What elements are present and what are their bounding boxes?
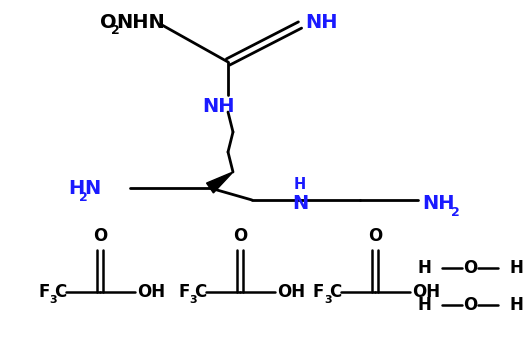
- Text: C: C: [329, 283, 341, 301]
- Text: 3: 3: [49, 295, 57, 305]
- Text: F: F: [178, 283, 189, 301]
- Text: C: C: [194, 283, 206, 301]
- Text: 3: 3: [324, 295, 332, 305]
- Text: H: H: [417, 296, 431, 314]
- Text: H: H: [509, 296, 523, 314]
- Text: H: H: [68, 179, 84, 198]
- Text: O: O: [93, 227, 107, 245]
- Text: H: H: [417, 259, 431, 277]
- Text: 3: 3: [189, 295, 197, 305]
- Text: F: F: [38, 283, 49, 301]
- Text: H: H: [509, 259, 523, 277]
- Text: NH: NH: [305, 13, 338, 32]
- Text: O: O: [233, 227, 247, 245]
- Text: N: N: [292, 194, 308, 212]
- Polygon shape: [207, 172, 233, 193]
- Text: O: O: [100, 13, 117, 32]
- Text: 2: 2: [79, 190, 88, 203]
- Text: F: F: [313, 283, 324, 301]
- Text: C: C: [54, 283, 66, 301]
- Text: O: O: [463, 259, 477, 277]
- Text: O: O: [368, 227, 382, 245]
- Text: 2: 2: [111, 23, 120, 36]
- Text: OH: OH: [412, 283, 440, 301]
- Text: O: O: [463, 296, 477, 314]
- Text: NH: NH: [422, 194, 455, 212]
- Text: OH: OH: [277, 283, 305, 301]
- Text: 2: 2: [451, 206, 460, 219]
- Text: NH: NH: [202, 96, 234, 116]
- Text: OH: OH: [137, 283, 165, 301]
- Text: H: H: [294, 176, 306, 192]
- Text: N: N: [84, 179, 100, 198]
- Text: NHN: NHN: [116, 13, 165, 32]
